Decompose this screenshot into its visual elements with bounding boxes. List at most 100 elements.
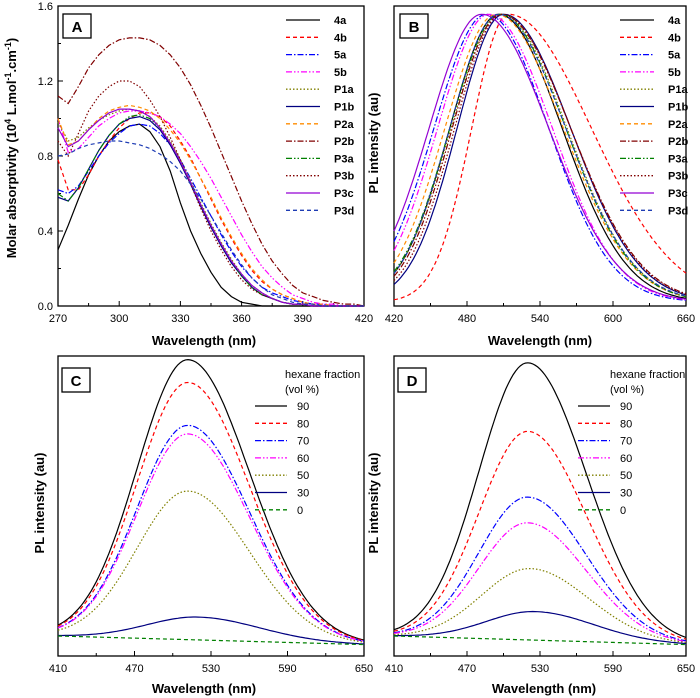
- series-line-b-p3b: [393, 13, 687, 295]
- panel-c-legend-title: hexane fraction: [285, 369, 360, 381]
- legend-label: P1a: [668, 84, 688, 96]
- legend-label: P1b: [668, 102, 688, 114]
- x-tick-label: 410: [49, 663, 67, 675]
- x-tick-label: 540: [531, 313, 549, 325]
- legend-label: P3c: [668, 188, 688, 200]
- series-line-d-50: [393, 568, 687, 644]
- x-tick-label: 590: [604, 663, 622, 675]
- series-line-b-p1b: [393, 13, 687, 296]
- panel-b-xlabel: Wavelength (nm): [488, 333, 592, 348]
- legend-label: 60: [297, 453, 309, 465]
- panel-b-frame: [393, 5, 687, 307]
- series-line-c-90: [57, 358, 365, 641]
- legend-label: 70: [297, 436, 309, 448]
- y-tick-label: 0.0: [38, 301, 53, 313]
- panel-b-ylabel: PL intensity (au): [366, 93, 381, 194]
- series-line-c-60: [57, 433, 365, 642]
- legend-label: P3b: [334, 171, 354, 183]
- series-line-c-30: [58, 616, 365, 645]
- series-line-a-p2a: [57, 104, 364, 307]
- x-tick-label: 660: [677, 313, 695, 325]
- series-line-a-5a: [57, 123, 364, 307]
- x-tick-label: 600: [604, 313, 622, 325]
- legend-label: 60: [620, 453, 632, 465]
- legend-label: P2a: [668, 119, 688, 131]
- legend-label: 4a: [668, 15, 681, 27]
- series-line-b-5b: [393, 13, 687, 301]
- panel-d-tag: D: [407, 373, 418, 390]
- x-tick-label: 300: [110, 313, 128, 325]
- legend-label: P3a: [334, 153, 354, 165]
- series-line-d-30: [394, 610, 687, 645]
- legend-label: 4a: [334, 15, 347, 27]
- x-tick-label: 330: [171, 313, 189, 325]
- series-line-a-p1b: [57, 115, 364, 307]
- panel-c-xlabel: Wavelength (nm): [152, 681, 256, 696]
- legend-label: 70: [620, 436, 632, 448]
- series-line-a-p3d: [57, 140, 364, 307]
- legend-label: 50: [297, 470, 309, 482]
- panel-c-tag-box: [61, 367, 91, 393]
- legend-label: 5b: [668, 67, 681, 79]
- legend-label: 0: [620, 505, 626, 517]
- series-line-d-90: [393, 362, 687, 639]
- x-tick-label: 590: [278, 663, 296, 675]
- legend-label: 80: [297, 418, 309, 430]
- legend-label: P1b: [334, 102, 354, 114]
- x-tick-label: 650: [355, 663, 373, 675]
- panel-c-plot: 410 470 530 590 650 90 80 70 60 50 30 0: [49, 355, 373, 675]
- series-line-b-p2a: [393, 13, 687, 298]
- x-tick-label: 470: [125, 663, 143, 675]
- series-line-c-80: [57, 381, 365, 641]
- legend-label: P2b: [334, 136, 354, 148]
- x-tick-label: 650: [677, 663, 695, 675]
- panel-a: Molar absorptivity (104 L.mol-1.cm-1) 27…: [3, 1, 373, 348]
- legend-label: 30: [620, 488, 632, 500]
- panel-a-plot: 270 300 330 360 390 420 0.0 0.4 0.8 1.2 1.6 4a 4b 5a 5…: [38, 1, 373, 325]
- legend-label: 5a: [334, 50, 347, 62]
- legend-label: P3d: [668, 205, 688, 217]
- panel-d-xlabel: Wavelength (nm): [492, 681, 596, 696]
- legend-label: 4b: [668, 32, 681, 44]
- y-tick-label: 0.4: [38, 226, 53, 238]
- legend-label: P1a: [334, 84, 354, 96]
- panel-d: PL intensity (au) 410 470 530 590 650 90 80 70 6…: [366, 355, 695, 696]
- x-tick-label: 270: [49, 313, 67, 325]
- panel-a-tag-box: [62, 13, 92, 39]
- series-line-c-0: [57, 635, 365, 646]
- x-tick-label: 530: [531, 663, 549, 675]
- panel-d-tag-box: [397, 367, 427, 393]
- series-line-b-4b: [393, 13, 687, 301]
- series-line-a-p3c: [57, 108, 364, 307]
- panel-d-ylabel: PL intensity (au): [366, 453, 381, 554]
- series-line-a-p1a: [57, 108, 364, 307]
- legend-label: 50: [620, 470, 632, 482]
- series-line-a-5b: [57, 110, 364, 307]
- panel-b-plot: 420 480 540 600 660 4a 4b 5a 5b P1a P1b P2a P2b P3a P3…: [385, 5, 695, 325]
- x-tick-label: 530: [202, 663, 220, 675]
- x-tick-label: 360: [232, 313, 250, 325]
- panel-b-tag-box: [399, 13, 429, 39]
- series-line-d-80: [393, 430, 687, 640]
- panel-c-tag: C: [71, 373, 82, 390]
- series-line-d-60: [393, 522, 687, 643]
- legend-label: P2b: [668, 136, 688, 148]
- legend-label: 5b: [334, 67, 347, 79]
- panel-a-xlabel: Wavelength (nm): [152, 333, 256, 348]
- legend-label: P3d: [334, 205, 354, 217]
- legend-label: 0: [297, 505, 303, 517]
- panel-a-tag: A: [72, 19, 83, 36]
- legend-label: 4b: [334, 32, 347, 44]
- series-line-b-p3c: [393, 13, 687, 300]
- panel-b-tag: B: [409, 19, 420, 36]
- panel-d-plot: 410 470 530 590 650 90 80 70 60 50 30 0: [385, 355, 695, 675]
- panel-c-frame: [57, 355, 365, 657]
- legend-label: P2a: [334, 119, 354, 131]
- y-tick-label: 0.8: [38, 151, 53, 163]
- panel-c: PL intensity (au) 410 470 530 590 650 90 80 70 6…: [32, 355, 373, 696]
- y-tick-label: 1.6: [38, 1, 53, 13]
- series-line-c-70: [57, 424, 365, 642]
- panel-c-ylabel: PL intensity (au): [32, 453, 47, 554]
- panel-a-frame: [57, 5, 365, 307]
- x-tick-label: 390: [294, 313, 312, 325]
